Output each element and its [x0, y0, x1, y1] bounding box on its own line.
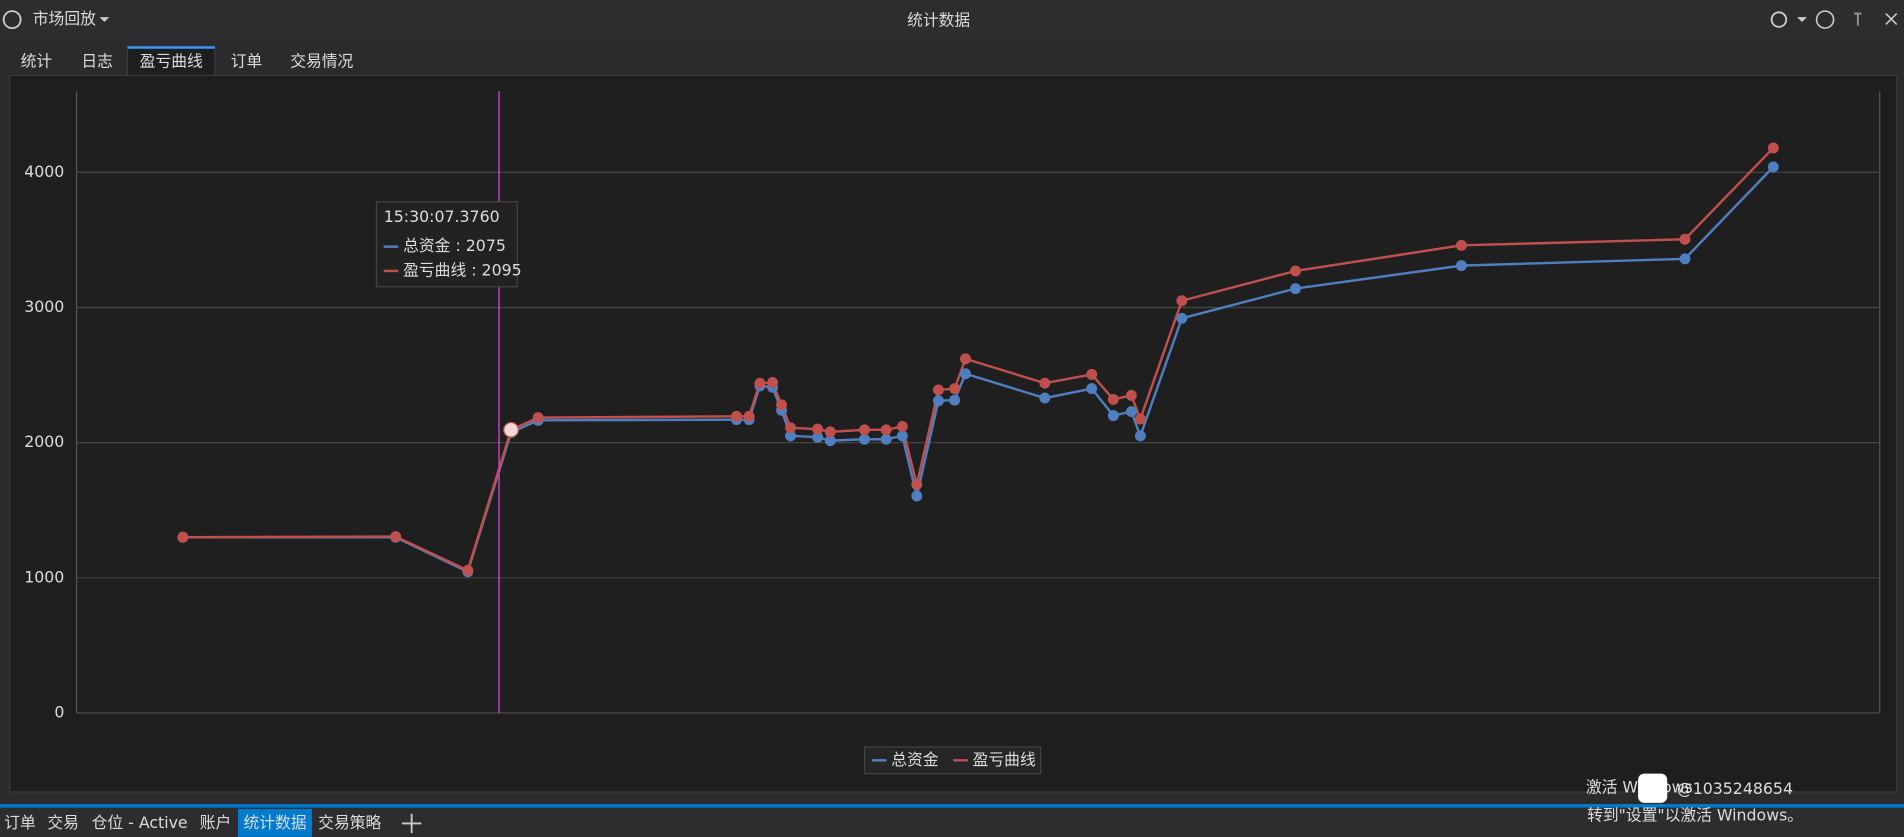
- legend-label: 盈亏曲线: [973, 750, 1036, 769]
- data-point: [1107, 410, 1119, 422]
- data-point: [1039, 377, 1051, 389]
- hover-point: [503, 421, 519, 438]
- y-tick-label: 3000: [24, 297, 64, 316]
- data-point: [859, 433, 870, 445]
- data-point: [960, 368, 971, 380]
- data-point: [1086, 368, 1098, 380]
- y-tick-label: 2000: [24, 432, 64, 451]
- bottom-tab[interactable]: 仓位 - Active: [92, 813, 188, 832]
- data-point: [824, 426, 836, 438]
- data-point: [1176, 312, 1188, 324]
- data-point: [754, 377, 766, 389]
- data-point: [812, 431, 824, 443]
- data-point: [960, 353, 971, 365]
- data-point: [390, 531, 402, 543]
- data-point: [824, 435, 836, 447]
- data-point: [532, 412, 544, 424]
- data-point: [1176, 295, 1188, 307]
- app-menu[interactable]: 市场回放: [33, 9, 96, 28]
- title-bar: [0, 0, 1904, 40]
- data-point: [767, 377, 779, 388]
- tab[interactable]: 订单: [231, 52, 263, 71]
- data-point: [1125, 406, 1137, 418]
- watermark: 转到"设置"以激活 Windows。: [1587, 806, 1803, 825]
- data-point: [1679, 233, 1691, 245]
- bottom-bar: [0, 807, 1904, 837]
- tooltip-title: 15:30:07.3760: [384, 207, 500, 226]
- data-point: [880, 433, 892, 445]
- data-point: [1290, 265, 1301, 277]
- tooltip-item: 盈亏曲线 : 2095: [403, 260, 522, 279]
- series-line: [182, 166, 1775, 574]
- data-point: [1134, 430, 1146, 442]
- tab[interactable]: 统计: [21, 52, 53, 71]
- data-point: [776, 399, 788, 411]
- data-point: [1455, 260, 1467, 272]
- active-bottom-tab: [238, 808, 313, 837]
- tab[interactable]: 交易情况: [290, 52, 353, 71]
- add-tab[interactable]: [401, 813, 422, 834]
- y-tick-label: 1000: [24, 567, 64, 586]
- window-title: 统计数据: [907, 10, 970, 29]
- data-point: [949, 383, 961, 395]
- tab[interactable]: 日志: [81, 52, 113, 71]
- data-point: [932, 395, 944, 407]
- pin-icon[interactable]: [1854, 12, 1862, 26]
- data-point: [1086, 383, 1098, 395]
- series-line: [182, 147, 1775, 573]
- active-tab-indicator: [127, 46, 215, 49]
- data-point: [177, 531, 189, 543]
- data-point: [743, 410, 755, 422]
- data-point: [785, 422, 797, 434]
- tooltip: [375, 201, 518, 288]
- logo: [2, 10, 22, 30]
- data-point: [880, 424, 892, 436]
- y-tick-label: 0: [54, 702, 64, 721]
- data-point: [911, 479, 923, 491]
- tooltip-item: 总资金 : 2075: [403, 236, 506, 255]
- data-point: [896, 430, 908, 442]
- data-point: [932, 384, 944, 396]
- data-point: [731, 410, 742, 422]
- data-point: [949, 394, 961, 406]
- data-point: [1134, 413, 1146, 425]
- settings-icon[interactable]: [1770, 11, 1788, 28]
- settings-arrow[interactable]: [1797, 17, 1807, 23]
- tab[interactable]: 盈亏曲线: [140, 52, 203, 71]
- data-point: [896, 420, 908, 432]
- legend: [863, 746, 1042, 775]
- data-point: [1767, 142, 1779, 154]
- bottom-tab[interactable]: 交易: [47, 813, 79, 832]
- close-icon[interactable]: [1885, 12, 1898, 26]
- watermark-handle: @1035248654: [1677, 779, 1793, 798]
- data-point: [1679, 253, 1691, 265]
- data-point: [1290, 283, 1301, 295]
- data-point: [785, 430, 797, 442]
- data-point: [1125, 389, 1137, 401]
- bottom-tab[interactable]: 账户: [200, 813, 232, 832]
- bottom-tab[interactable]: 统计数据: [243, 813, 306, 832]
- status-strip: [0, 804, 1904, 808]
- data-point: [462, 564, 474, 576]
- data-point: [1107, 393, 1119, 405]
- bottom-tab[interactable]: 交易策略: [318, 813, 381, 832]
- y-tick-label: 4000: [24, 162, 64, 181]
- data-point: [1767, 161, 1779, 173]
- data-point: [859, 424, 870, 436]
- data-point: [1039, 392, 1051, 404]
- data-point: [812, 423, 824, 435]
- data-point: [1455, 239, 1467, 251]
- social-icon: [1638, 773, 1668, 803]
- data-point: [911, 490, 923, 502]
- legend-label: 总资金: [891, 750, 939, 769]
- bottom-tab[interactable]: 订单: [4, 813, 36, 832]
- dropdown-arrow[interactable]: [99, 17, 110, 23]
- help-icon[interactable]: [1815, 10, 1835, 29]
